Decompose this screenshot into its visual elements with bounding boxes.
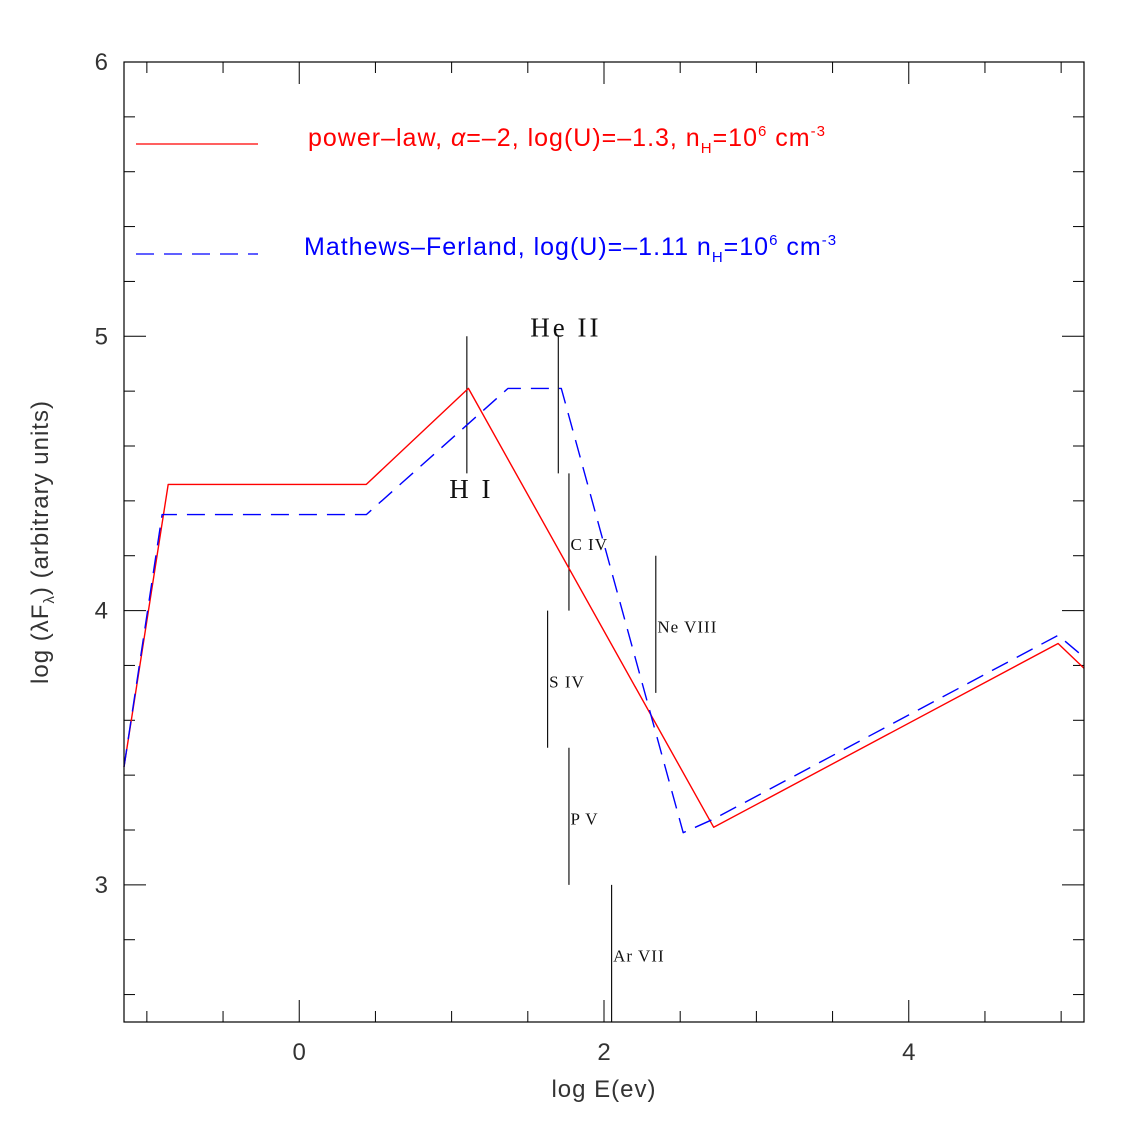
- superscript: 6: [769, 232, 778, 249]
- ion-edge-markers: H I He II C IV S IV Ne VIII P V Ar VII: [449, 312, 717, 1022]
- legend-text-part: =10: [724, 233, 769, 261]
- superscript: -3: [822, 232, 837, 249]
- y-tick-label: 6: [95, 49, 108, 76]
- ion-edge-label: Ne VIII: [657, 618, 717, 637]
- x-tick-label: 2: [597, 1039, 610, 1066]
- y-title-part: ) (arbitrary units): [27, 400, 54, 595]
- ion-edge-label: He II: [530, 312, 601, 342]
- series-line-mathews-ferland: [123, 387, 1085, 834]
- subscript: H: [701, 140, 713, 157]
- y-tick-label: 5: [95, 323, 108, 350]
- y-tick-label: 3: [95, 872, 108, 899]
- x-tick-label: 0: [293, 1039, 306, 1066]
- superscript: -3: [811, 123, 826, 140]
- tick-labels: 0 2 4 3 4 5 6: [95, 49, 916, 1066]
- subscript: λ: [41, 595, 58, 604]
- alpha-symbol: α: [451, 124, 466, 152]
- legend-text-part: Mathews–Ferland, log(U)=–1.11 n: [304, 233, 712, 261]
- superscript: 6: [758, 123, 767, 140]
- legend: power–law, α=–2, log(U)=–1.3, nH=106 cm-…: [136, 123, 837, 266]
- legend-label-mathews-ferland: Mathews–Ferland, log(U)=–1.11 nH=106 cm-…: [304, 232, 837, 266]
- y-axis-title: log (λFλ) (arbitrary units): [27, 400, 58, 684]
- legend-text-part: power–law,: [308, 124, 451, 152]
- ion-edge-label: C IV: [570, 535, 608, 554]
- legend-text-part: cm: [778, 233, 821, 261]
- ion-edge-label: H I: [449, 474, 493, 504]
- legend-text-part: =10: [713, 124, 758, 152]
- subscript: H: [712, 249, 724, 266]
- legend-text-part: cm: [767, 124, 810, 152]
- y-title-part: F: [27, 604, 54, 620]
- y-tick-label: 4: [95, 598, 108, 625]
- legend-text-part: =–2, log(U)=–1.3, n: [466, 124, 700, 152]
- ion-edge-label: P V: [570, 810, 598, 829]
- plot-frame: [123, 61, 1085, 1023]
- y-title-part: log (: [27, 632, 54, 684]
- x-tick-label: 4: [902, 1039, 915, 1066]
- ion-edge-label: Ar VII: [613, 947, 664, 966]
- x-axis-title: log E(ev): [551, 1076, 656, 1103]
- legend-label-power-law: power–law, α=–2, log(U)=–1.3, nH=106 cm-…: [308, 123, 826, 157]
- lambda-symbol: λ: [27, 619, 54, 632]
- ion-edge-label: S IV: [549, 672, 585, 691]
